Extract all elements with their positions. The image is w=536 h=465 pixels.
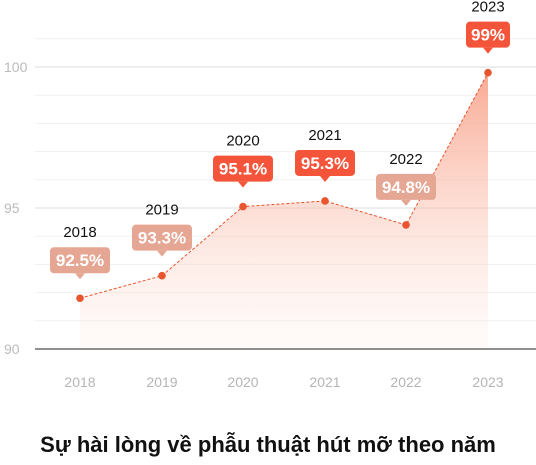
year-label: 2021 (308, 127, 341, 144)
value-label-box (50, 247, 110, 274)
value-label: 95.1% (213, 155, 273, 188)
data-point (158, 271, 166, 280)
data-point (484, 68, 492, 77)
chart-title: Sự hài lòng về phẫu thuật hút mỡ theo nă… (40, 432, 496, 457)
value-label: 99% (466, 21, 510, 54)
value-label: 92.5% (50, 247, 110, 280)
data-labels: 92.5% 2018 93.3% 2019 95.1% 2020 95.3% 2021 94.8… (50, 0, 510, 280)
data-point (76, 294, 84, 303)
year-label: 2019 (145, 202, 178, 219)
axes: 90 95 100 2018 2019 2020 2021 2022 2023 (4, 59, 536, 390)
value-label-box (213, 155, 273, 182)
y-tick-label: 95 (4, 200, 20, 216)
value-label-box (132, 224, 192, 251)
value-label-text: 99% (471, 26, 505, 45)
value-label-text: 95.1% (219, 160, 267, 179)
area-fill (80, 72, 488, 349)
value-label-box (295, 149, 355, 176)
data-point (402, 221, 410, 229)
year-label: 2022 (389, 151, 422, 168)
data-point (321, 197, 329, 205)
x-tick-label: 2021 (309, 374, 340, 390)
area-shape (80, 72, 488, 349)
value-label-pointer (238, 181, 248, 188)
x-tick-label: 2020 (227, 374, 258, 390)
value-label-pointer (401, 199, 411, 206)
x-tick-label: 2022 (390, 374, 421, 390)
value-label-text: 94.8% (382, 178, 430, 197)
data-point (239, 202, 247, 211)
value-label: 94.8% (376, 173, 436, 206)
value-label-text: 92.5% (56, 251, 104, 270)
y-tick-label: 90 (4, 341, 20, 357)
value-label-pointer (75, 273, 85, 280)
value-label: 93.3% (132, 224, 192, 257)
value-label-box (466, 21, 510, 48)
line-area-chart: 92.5% 2018 93.3% 2019 95.1% 2020 95.3% 2021 94.8… (4, 0, 536, 390)
value-label-pointer (157, 250, 167, 257)
value-label-text: 93.3% (138, 229, 186, 248)
y-tick-label: 100 (4, 59, 28, 75)
value-label: 95.3% (295, 149, 355, 182)
x-tick-label: 2023 (472, 374, 503, 390)
value-label-text: 95.3% (301, 154, 349, 173)
year-label: 2023 (471, 0, 504, 16)
year-label: 2018 (63, 224, 96, 241)
value-label-pointer (483, 47, 493, 54)
x-tick-label: 2019 (146, 374, 177, 390)
value-label-pointer (320, 175, 330, 182)
year-label: 2020 (226, 133, 259, 150)
value-label-box (376, 173, 436, 200)
x-tick-label: 2018 (64, 374, 95, 390)
data-points (76, 68, 492, 303)
